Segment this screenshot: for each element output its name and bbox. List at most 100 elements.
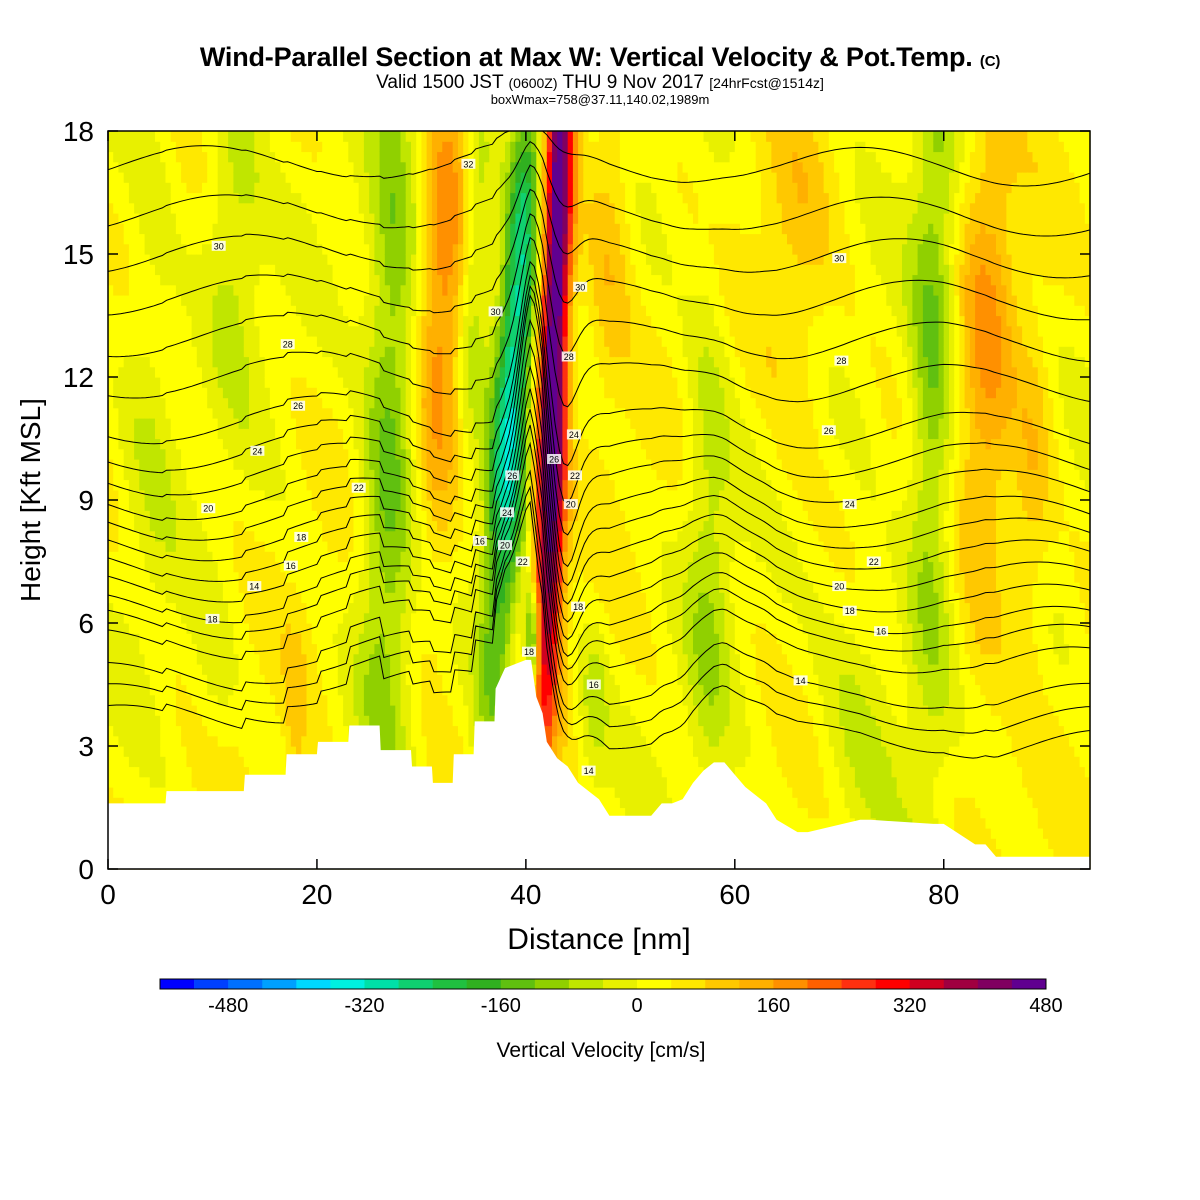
w-cell <box>322 694 328 706</box>
w-cell <box>170 448 177 460</box>
w-cell <box>421 582 428 593</box>
w-cell <box>108 530 114 542</box>
w-cell <box>343 407 349 419</box>
w-cell <box>447 664 454 675</box>
w-cell <box>139 141 146 153</box>
w-cell <box>113 315 119 327</box>
w-cell <box>118 407 125 419</box>
w-cell <box>421 243 428 255</box>
w-cell <box>343 725 349 737</box>
w-cell <box>285 172 292 183</box>
w-cell <box>181 172 187 183</box>
w-cell <box>207 664 213 675</box>
w-cell <box>202 243 208 255</box>
w-cell <box>155 356 161 368</box>
w-cell <box>207 582 213 593</box>
w-cell <box>269 161 276 173</box>
w-cell <box>228 551 234 563</box>
w-cell <box>285 131 292 142</box>
w-cell <box>238 582 245 593</box>
w-cell <box>165 192 172 204</box>
w-cell <box>343 284 349 296</box>
w-cell <box>269 182 276 194</box>
w-cell <box>170 264 177 276</box>
w-cell <box>233 325 240 337</box>
w-cell <box>118 213 125 224</box>
w-cell <box>358 161 365 173</box>
w-cell <box>155 397 161 409</box>
w-cell <box>363 602 370 614</box>
w-cell <box>249 377 255 388</box>
w-cell <box>458 684 464 696</box>
w-cell <box>128 243 135 255</box>
w-cell <box>442 233 449 245</box>
w-cell <box>384 223 391 235</box>
w-cell <box>458 459 464 470</box>
w-cell <box>400 694 407 706</box>
w-cell <box>384 284 391 296</box>
w-cell <box>358 530 365 542</box>
w-cell <box>144 705 151 716</box>
w-cell <box>322 479 328 491</box>
w-cell <box>431 633 438 645</box>
w-cell <box>379 161 386 173</box>
w-cell <box>144 602 151 614</box>
w-cell <box>374 438 381 450</box>
w-cell <box>269 643 276 655</box>
w-cell <box>463 397 469 409</box>
w-cell <box>426 725 433 737</box>
w-cell <box>431 254 438 265</box>
w-cell <box>452 551 459 563</box>
w-cell <box>348 684 355 696</box>
w-cell <box>191 694 198 706</box>
w-cell <box>222 141 229 153</box>
w-cell <box>149 274 156 286</box>
w-cell <box>405 705 412 716</box>
w-cell <box>269 213 276 224</box>
w-cell <box>463 623 469 634</box>
w-cell <box>113 151 119 163</box>
w-cell <box>348 489 355 501</box>
w-cell <box>348 151 355 163</box>
w-cell <box>170 336 177 347</box>
w-cell <box>348 715 355 727</box>
w-cell <box>113 633 119 645</box>
w-cell <box>233 202 240 214</box>
w-cell <box>395 182 402 194</box>
w-cell <box>301 725 308 737</box>
w-cell <box>374 192 381 204</box>
w-cell <box>395 407 402 419</box>
w-cell <box>431 192 438 204</box>
w-cell <box>311 295 318 306</box>
w-cell <box>170 776 177 788</box>
w-cell <box>301 448 308 460</box>
w-cell <box>353 387 360 399</box>
w-cell <box>108 582 114 593</box>
w-cell <box>134 797 140 809</box>
w-cell <box>337 520 344 532</box>
w-cell <box>411 438 417 450</box>
w-cell <box>452 407 459 419</box>
w-cell <box>442 141 449 153</box>
w-cell <box>139 766 146 778</box>
w-cell <box>202 479 208 491</box>
w-cell <box>217 397 224 409</box>
w-cell <box>463 305 469 317</box>
w-cell <box>207 305 213 317</box>
w-cell <box>421 653 428 665</box>
w-cell <box>181 551 187 563</box>
w-cell <box>280 438 287 450</box>
w-cell <box>416 510 422 522</box>
w-cell <box>170 254 177 265</box>
w-cell <box>275 264 281 276</box>
w-cell <box>202 684 208 696</box>
w-cell <box>290 520 297 532</box>
w-cell <box>379 213 386 224</box>
w-cell <box>165 448 172 460</box>
w-cell <box>442 541 449 552</box>
w-cell <box>249 305 255 317</box>
w-cell <box>186 233 193 245</box>
w-cell <box>395 510 402 522</box>
w-cell <box>108 172 114 183</box>
w-cell <box>379 561 386 573</box>
